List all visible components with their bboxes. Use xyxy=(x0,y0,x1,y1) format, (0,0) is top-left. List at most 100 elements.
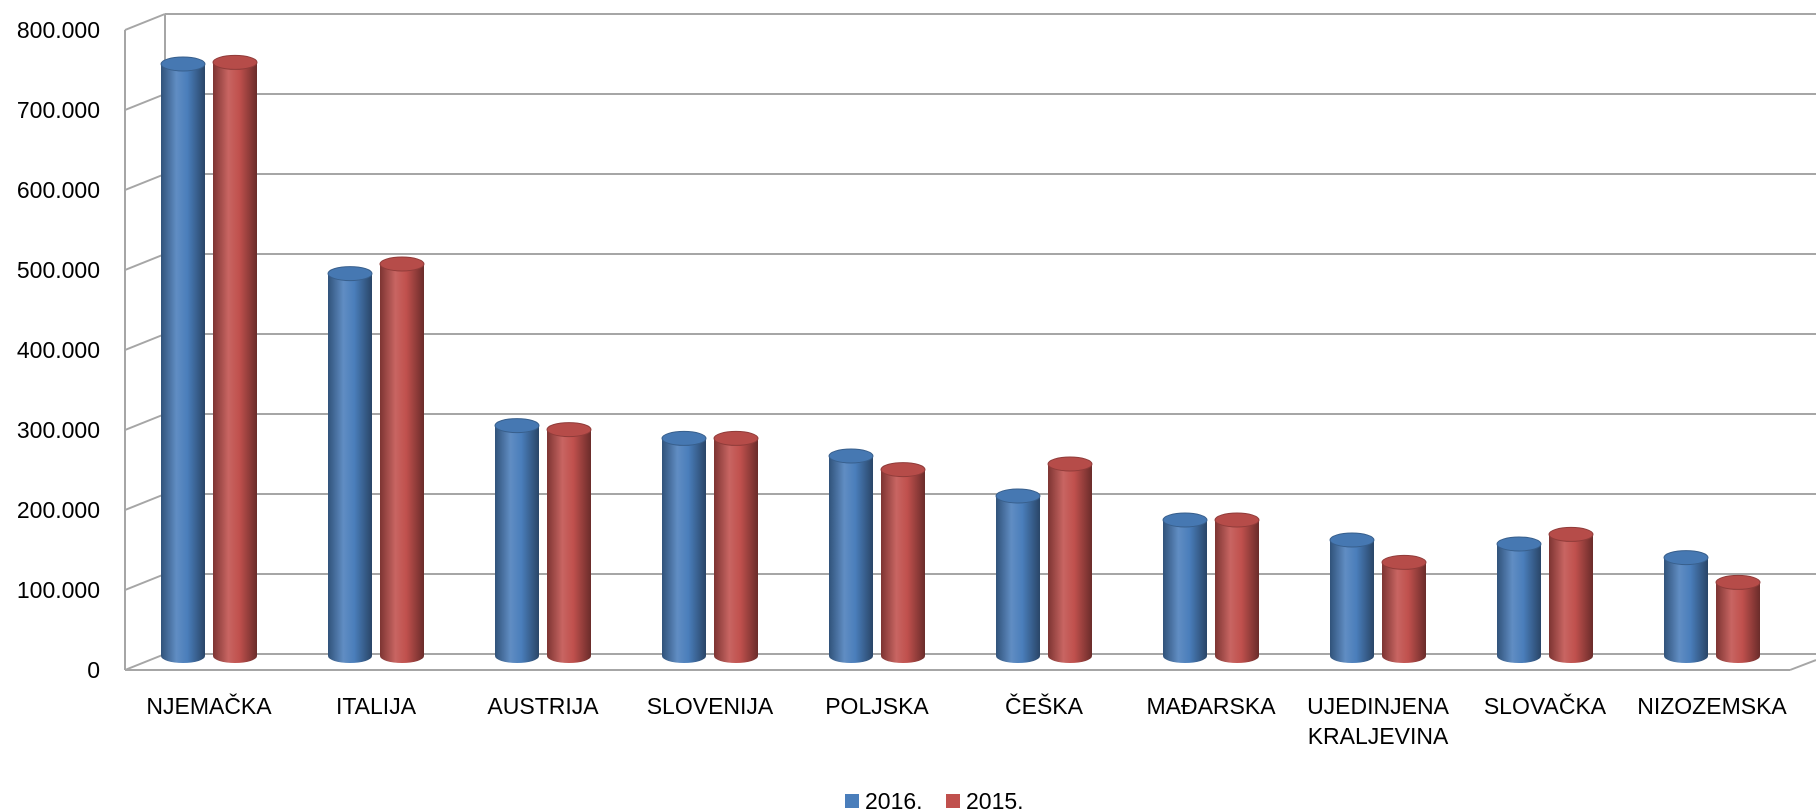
legend: 2016. 2015. xyxy=(845,788,1024,811)
bar-top xyxy=(379,256,425,272)
bar xyxy=(1381,554,1427,663)
y-tick-label: 500.000 xyxy=(17,257,100,283)
bar xyxy=(1047,456,1093,663)
gridline-diagonal xyxy=(124,573,166,591)
bar-top xyxy=(1496,536,1542,552)
bar-top xyxy=(1548,526,1594,542)
bar-body xyxy=(1549,534,1593,663)
bar xyxy=(828,448,874,663)
bar-body xyxy=(1664,557,1708,663)
gridline-diagonal xyxy=(124,13,166,31)
bar-top xyxy=(1715,574,1761,590)
bar xyxy=(1329,532,1375,663)
bar-top xyxy=(494,418,540,434)
bar xyxy=(327,266,373,663)
y-tick-label: 200.000 xyxy=(17,497,100,523)
y-axis-ticks: 0 100.000 200.000 300.000 400.000 500.000 600.… xyxy=(17,17,100,683)
bar-top xyxy=(1381,554,1427,570)
x-tick-label: POLJSKA xyxy=(825,693,929,719)
bar-top xyxy=(1329,532,1375,548)
bar xyxy=(494,418,540,663)
bar xyxy=(212,54,258,663)
legend-swatch xyxy=(946,794,960,808)
gridline-diagonal xyxy=(124,93,166,111)
bar-body xyxy=(996,496,1040,663)
bar-top xyxy=(995,488,1041,504)
bar-body xyxy=(1497,544,1541,663)
gridline-diagonal xyxy=(124,253,166,271)
y-tick-label: 0 xyxy=(87,657,100,683)
bar xyxy=(1496,536,1542,663)
bar xyxy=(379,256,425,663)
bar-body xyxy=(1163,520,1207,663)
x-tick-label: SLOVENIJA xyxy=(647,693,774,719)
bar xyxy=(1548,526,1594,663)
y-tick-label: 800.000 xyxy=(17,17,100,43)
bar-body xyxy=(1382,562,1426,663)
bar-top xyxy=(212,54,258,70)
x-tick-label: AUSTRIJA xyxy=(487,693,599,719)
gridline-diagonal xyxy=(124,493,166,511)
bar xyxy=(546,422,592,663)
bar xyxy=(1663,550,1709,663)
bar-top xyxy=(713,430,759,446)
gridline-diagonal xyxy=(124,413,166,431)
bar xyxy=(1162,512,1208,663)
bar-top xyxy=(661,430,707,446)
bar-body xyxy=(380,264,424,663)
bar-body xyxy=(547,429,591,663)
bar-top xyxy=(1214,512,1260,528)
bars xyxy=(160,54,1761,663)
bar-body xyxy=(213,62,257,663)
gridline-diagonal xyxy=(124,333,166,351)
bar-top xyxy=(1663,550,1709,566)
legend-label: 2016. xyxy=(865,788,923,811)
bar xyxy=(995,488,1041,663)
x-tick-label: ITALIJA xyxy=(336,693,417,719)
bar-body xyxy=(881,469,925,663)
y-tick-label: 100.000 xyxy=(17,577,100,603)
y-tick-label: 600.000 xyxy=(17,177,100,203)
bar-body xyxy=(1716,582,1760,663)
bar-body xyxy=(1330,540,1374,663)
bar-top xyxy=(546,422,592,438)
gridline-diagonal xyxy=(124,653,166,671)
bar-top xyxy=(327,266,373,282)
floor-edge-corner xyxy=(1789,659,1816,671)
x-axis-labels: NJEMAČKA ITALIJA AUSTRIJA SLOVENIJA POLJSKA Č… xyxy=(146,692,1787,749)
gridline-diagonal xyxy=(124,173,166,191)
bar-body xyxy=(1215,520,1259,663)
y-tick-label: 700.000 xyxy=(17,97,100,123)
x-tick-label: NJEMAČKA xyxy=(146,692,272,719)
bar xyxy=(713,430,759,663)
x-tick-label: MAĐARSKA xyxy=(1146,693,1276,719)
bar xyxy=(160,56,206,663)
legend-label: 2015. xyxy=(966,788,1024,811)
bar xyxy=(1214,512,1260,663)
gridlines xyxy=(124,13,1816,671)
y-tick-label: 300.000 xyxy=(17,417,100,443)
bar-body xyxy=(495,425,539,663)
bar-body xyxy=(662,438,706,663)
bar-body xyxy=(161,64,205,663)
bar-body xyxy=(1048,464,1092,663)
legend-item: 2016. xyxy=(845,788,923,811)
bar xyxy=(1715,574,1761,663)
x-tick-label: NIZOZEMSKA xyxy=(1637,693,1787,719)
bar-body xyxy=(328,273,372,663)
bar-top xyxy=(880,462,926,478)
legend-item: 2015. xyxy=(946,788,1024,811)
bar-top xyxy=(828,448,874,464)
bar-top xyxy=(1047,456,1093,472)
bar xyxy=(880,462,926,663)
bar-body xyxy=(829,456,873,663)
x-tick-label: ČEŠKA xyxy=(1005,692,1084,719)
bar-body xyxy=(714,438,758,663)
bar-top xyxy=(160,56,206,72)
x-tick-label: SLOVAČKA xyxy=(1484,692,1607,719)
bar xyxy=(661,430,707,663)
y-tick-label: 400.000 xyxy=(17,337,100,363)
x-tick-label: UJEDINJENA KRALJEVINA xyxy=(1307,693,1450,749)
bar-top xyxy=(1162,512,1208,528)
